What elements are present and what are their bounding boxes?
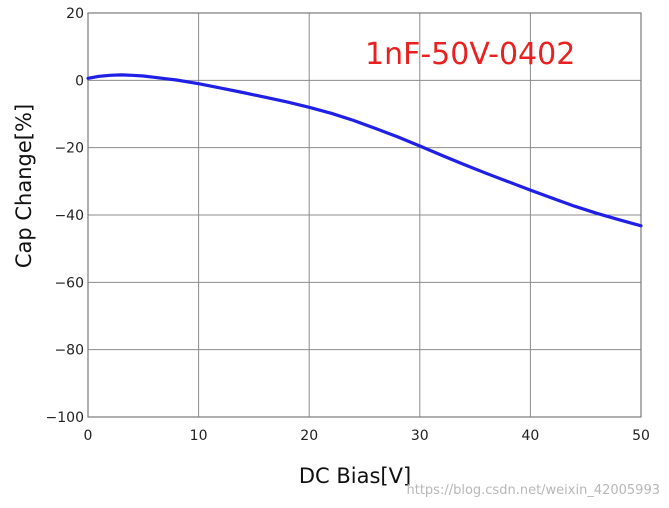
y-tick-label: −20 xyxy=(54,141,84,157)
y-tick-label: −80 xyxy=(54,343,84,359)
watermark: https://blog.csdn.net/weixin_42005993 xyxy=(406,483,660,498)
y-tick-label: 0 xyxy=(75,73,84,89)
x-tick-label: 50 xyxy=(632,428,650,444)
x-tick-label: 10 xyxy=(190,428,208,444)
y-tick-label: −40 xyxy=(54,208,84,224)
y-tick-label: 20 xyxy=(66,6,84,22)
x-tick-label: 40 xyxy=(521,428,539,444)
y-tick-label: −100 xyxy=(46,410,84,426)
x-axis-title: DC Bias[V] xyxy=(299,464,411,488)
annotation-label: 1nF-50V-0402 xyxy=(365,37,575,72)
cap-change-line xyxy=(86,73,643,228)
x-tick-labels: 0 10 20 30 40 50 xyxy=(84,428,650,444)
x-tick-label: 20 xyxy=(300,428,318,444)
y-axis-title: Cap Change[%] xyxy=(12,104,36,268)
plot-frame xyxy=(87,12,642,418)
y-tick-label: −60 xyxy=(54,275,84,291)
series xyxy=(86,73,643,228)
x-tick-label: 30 xyxy=(411,428,429,444)
y-tick-labels: 20 0 −20 −40 −60 −80 −100 xyxy=(46,6,84,426)
x-tick-label: 0 xyxy=(84,428,93,444)
grid xyxy=(87,12,642,418)
